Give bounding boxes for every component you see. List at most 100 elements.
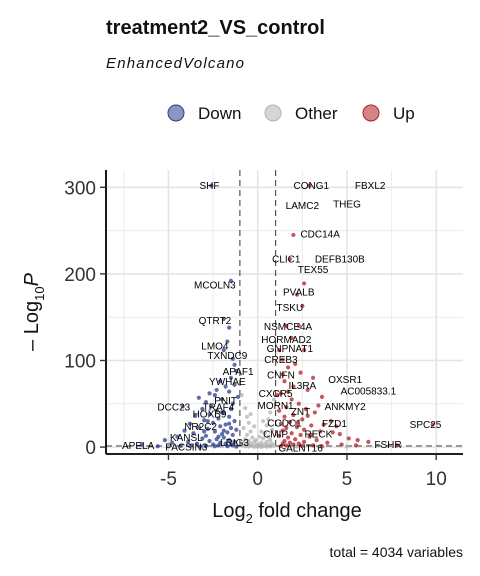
gene-label-fshr: FSHR <box>374 440 401 451</box>
x-tick-label-0: -5 <box>160 469 177 490</box>
point-up-25 <box>291 412 296 418</box>
point-other-43 <box>259 429 264 434</box>
point-down-7 <box>232 362 237 367</box>
point-other-41 <box>253 438 259 443</box>
point-up-65 <box>275 393 280 398</box>
legend-key-down <box>167 104 185 122</box>
gene-label-fzd1: FZD1 <box>322 419 347 430</box>
gene-label-hoxb9: HOXB9 <box>193 410 227 421</box>
point-up-30 <box>278 421 284 426</box>
gene-label-shf: SHF <box>200 181 220 192</box>
point-up-2 <box>287 257 292 262</box>
point-up-4 <box>294 292 300 297</box>
point-up-58 <box>300 443 305 448</box>
point-down-34 <box>234 427 239 432</box>
point-other-2 <box>244 414 250 419</box>
gene-label-gnpnat1: GNPNAT1 <box>267 344 314 355</box>
point-down-4 <box>225 339 230 344</box>
point-up-1 <box>291 232 296 238</box>
point-up-23 <box>277 408 282 413</box>
point-up-5 <box>300 303 305 309</box>
point-other-26 <box>266 434 271 439</box>
point-up-62 <box>430 422 435 427</box>
point-down-48 <box>207 438 212 444</box>
point-up-24 <box>312 410 317 415</box>
point-down-9 <box>228 375 234 380</box>
point-other-5 <box>248 429 253 434</box>
point-down-49 <box>186 439 191 444</box>
point-down-37 <box>225 430 230 435</box>
point-down-35 <box>182 428 187 433</box>
gene-label-qtrt2: QTRT2 <box>199 316 232 327</box>
point-up-55 <box>310 443 316 448</box>
point-other-37 <box>268 444 273 449</box>
gene-label-tsku: TSKU <box>277 303 304 314</box>
point-down-36 <box>212 429 217 434</box>
y-tick-label-2: 200 <box>64 265 96 286</box>
y-axis-title: – Log10P <box>21 272 47 351</box>
point-down-73 <box>196 395 201 400</box>
point-up-29 <box>287 419 292 425</box>
point-down-47 <box>162 438 168 443</box>
point-up-54 <box>291 442 296 447</box>
point-down-54 <box>194 441 200 446</box>
point-up-31 <box>309 423 314 428</box>
point-down-6 <box>230 356 235 361</box>
gene-label-traf4: TRAF4 <box>203 403 235 414</box>
point-up-7 <box>296 323 301 328</box>
cutoff-lines <box>106 170 463 454</box>
point-up-15 <box>291 384 296 389</box>
point-down-52 <box>169 440 175 445</box>
point-up-21 <box>284 405 289 410</box>
x-tick-label-1: 0 <box>252 469 263 490</box>
gene-label-mcoln3: MCOLN3 <box>194 281 236 292</box>
point-up-27 <box>300 417 305 422</box>
legend-label-up: Up <box>393 104 415 123</box>
point-down-72 <box>214 387 219 393</box>
point-other-47 <box>255 444 260 449</box>
point-down-21 <box>207 412 212 417</box>
point-other-19 <box>252 444 257 449</box>
point-up-8 <box>289 335 294 341</box>
gene-label-nr2c2: NR2C2 <box>184 422 217 433</box>
point-up-47 <box>302 439 307 444</box>
point-other-25 <box>262 431 267 436</box>
point-down-12 <box>227 389 232 394</box>
point-up-51 <box>296 441 301 446</box>
gene-label-oxsr1: OXSR1 <box>328 375 362 386</box>
point-up-40 <box>277 433 282 438</box>
point-up-33 <box>284 425 289 431</box>
point-down-33 <box>205 426 210 431</box>
gene-label-pacsin3: PACSIN3 <box>165 443 207 454</box>
point-up-17 <box>278 391 284 396</box>
legend-key-other <box>264 104 282 122</box>
point-down-19 <box>214 408 219 413</box>
point-up-14 <box>282 379 287 384</box>
point-up-60 <box>319 444 325 449</box>
gene-label-cong1: CONG1 <box>293 181 329 192</box>
point-up-34 <box>302 427 307 432</box>
gene-label-cxcr5: CXCR5 <box>259 389 293 400</box>
gene-label-apaf1: APAF1 <box>223 367 254 378</box>
point-other-21 <box>268 410 273 415</box>
point-up-56 <box>284 443 289 448</box>
point-down-78 <box>202 429 207 434</box>
gene-label-fbxl2: FBXL2 <box>355 181 386 192</box>
point-other-17 <box>243 444 248 449</box>
point-up-57 <box>353 443 358 448</box>
point-up-70 <box>330 430 335 435</box>
gene-label-lrig3: LRIG3 <box>220 438 249 449</box>
point-down-46 <box>227 438 232 443</box>
gene-label-ywhae: YWHAE <box>209 377 246 388</box>
point-down-44 <box>200 436 205 441</box>
x-axis-title: Log2 fold change <box>212 500 362 526</box>
point-down-60 <box>230 443 235 448</box>
gene-label-tex55: TEX55 <box>298 265 329 276</box>
point-down-14 <box>219 397 225 402</box>
point-up-10 <box>280 357 285 362</box>
legend-label-down: Down <box>198 104 241 123</box>
point-down-18 <box>200 406 205 412</box>
point-down-0 <box>209 183 214 188</box>
chart-caption: total = 4034 variables <box>330 544 463 560</box>
